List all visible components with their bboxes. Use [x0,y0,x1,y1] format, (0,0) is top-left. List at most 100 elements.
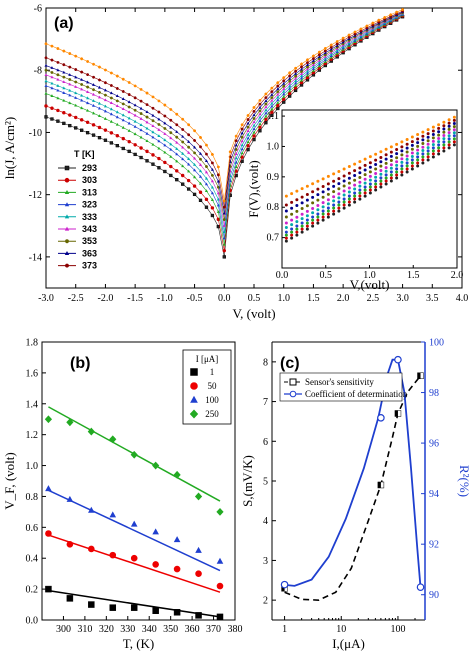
data-point [294,83,298,87]
inset-series [284,128,456,225]
inset-point [332,199,336,203]
data-point [210,161,214,165]
data-point [294,66,298,70]
inset-point [347,197,351,201]
data-point [98,65,101,69]
inset-point [347,181,351,185]
data-point [187,140,191,143]
inset-point [305,209,309,213]
data-point [169,125,173,129]
data-point [264,117,268,122]
data-point [180,173,185,178]
data-point [222,236,226,240]
inset-y-tick-label: 0.7 [267,233,280,244]
data-point [127,110,131,114]
inset-series [284,143,456,243]
data-point [74,96,78,99]
data-point [151,119,155,123]
x-tick-label: -2.5 [68,293,84,304]
data-point [45,585,52,593]
data-point [258,98,262,102]
inset-point [410,158,414,162]
data-point [133,108,137,112]
inset-point [389,145,393,149]
legend-label: 250 [205,409,219,419]
data-point [383,16,387,19]
data-point [246,125,250,129]
inset-point [305,224,309,228]
data-point [341,46,345,50]
inset-point [437,152,441,156]
data-point [133,96,137,100]
inset-point [311,221,315,225]
series-1 [45,585,224,621]
data-point [317,64,321,68]
inset-point [332,190,336,194]
data-point [181,151,185,155]
data-point [311,63,315,66]
inset-point [384,147,388,151]
inset-point [290,230,294,234]
data-point [175,178,179,182]
data-point [300,74,304,78]
data-point [240,135,244,139]
data-point [157,166,161,170]
legend-label: 333 [82,212,97,222]
data-point [169,147,173,151]
data-point [365,26,369,30]
data-point-fill [394,410,398,417]
data-point [198,174,203,178]
inset-y-tick-label: 1.1 [267,111,280,122]
inset-point [410,147,414,151]
data-point [181,128,185,131]
data-point [371,21,375,25]
inset-point [284,215,288,219]
x-axis-label: T, (K) [123,636,155,651]
data-point [258,109,262,113]
data-point [252,127,256,131]
data-point [127,93,131,96]
inset-y-tick-label: 1.0 [267,141,280,152]
inset-point [431,146,435,150]
inset-point [437,133,441,137]
legend-label: 373 [82,261,97,271]
data-point [151,124,155,127]
data-point [199,136,202,139]
data-point [56,96,60,100]
inset-point [374,167,378,171]
data-point [133,84,137,88]
inset-point [311,211,315,215]
inset-point [374,185,378,189]
y-right-axis-label: R²(%) [457,465,472,497]
inset-point [358,180,362,184]
data-point [68,88,72,92]
data-point [222,242,226,246]
inset-x-tick-label: 0.0 [276,270,289,281]
data-point [300,72,304,75]
inset-point [316,215,320,219]
y-tick-label: 4 [263,516,268,527]
data-point [240,151,244,155]
data-point [169,136,173,140]
data-point [163,121,167,125]
data-point [216,507,224,516]
data-point [45,485,52,492]
data-point [151,106,155,110]
inset-point [421,138,425,142]
data-point [139,128,143,132]
inset-point [416,155,420,159]
legend-swatch [190,382,198,390]
y-tick-label: 0.6 [26,523,39,534]
inset-point [395,148,399,152]
inset-point [442,120,446,124]
data-point [234,152,238,155]
inset-point [405,167,409,171]
data-point [210,153,214,156]
data-point [240,131,244,135]
data-point [104,81,107,85]
data-point [127,105,131,109]
inset-y-tick-label: 0.9 [267,172,280,183]
inset-point [384,166,388,170]
inset-point [363,188,367,192]
x-tick-label: 340 [142,624,157,635]
